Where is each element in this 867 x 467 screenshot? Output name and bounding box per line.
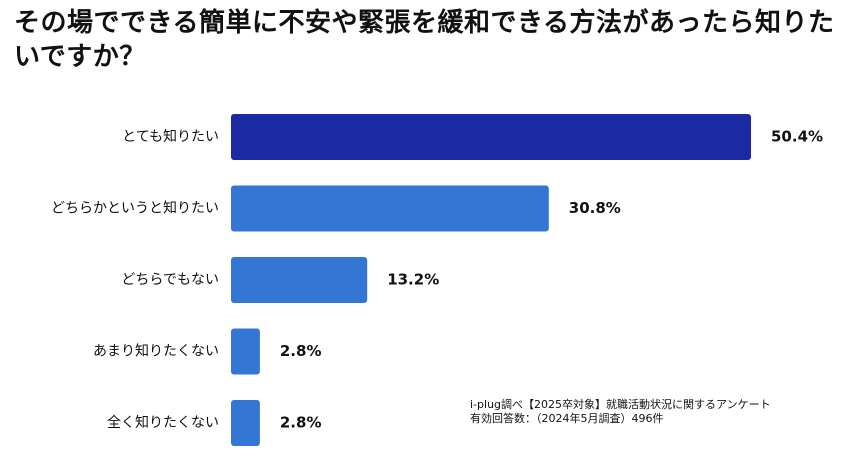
value-label: 13.2% [387, 271, 439, 289]
response-count-line: 有効回答数：（2024年5月調査）496件 [470, 412, 664, 425]
bar [231, 328, 260, 375]
source-note: i-plug調べ【2025卒対象】就職活動状況に関するアンケート 有効回答数：（… [470, 398, 771, 426]
bar [231, 257, 368, 303]
value-label: 2.8% [280, 414, 322, 432]
category-label: どちらでもない [121, 272, 219, 288]
category-label: 全く知りたくない [107, 414, 219, 431]
value-label: 50.4% [771, 128, 823, 146]
source-line: i-plug調べ【2025卒対象】就職活動状況に関するアンケート [470, 398, 771, 411]
value-label: 2.8% [280, 342, 322, 360]
category-label: あまり知りたくない [93, 343, 219, 360]
value-label: 30.8% [569, 199, 621, 217]
bar [231, 114, 751, 160]
category-label: どちらかというと知りたい [51, 200, 219, 217]
bars-group: とても知りたい 50.4% どちらかというと知りたい 30.8% どちらでもない 13.2… [51, 114, 823, 446]
category-label: とても知りたい [122, 128, 219, 145]
bar [231, 185, 549, 232]
bar [231, 400, 260, 446]
chart-title: その場でできる簡単に不安や緊張を緩和できる方法があったら知りたいですか？ [14, 8, 835, 72]
